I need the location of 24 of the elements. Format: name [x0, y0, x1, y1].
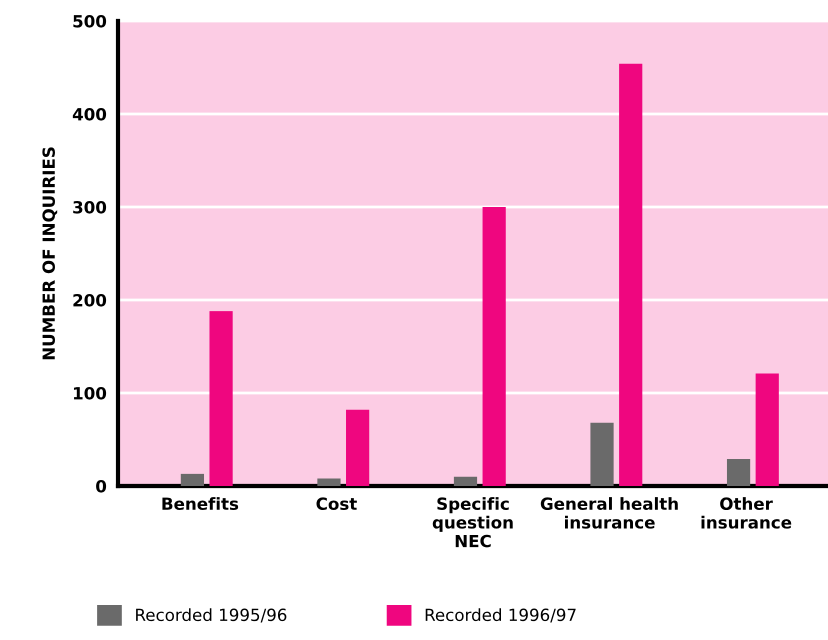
y-axis-title: NUMBER OF INQUIRIES — [42, 147, 58, 360]
bar — [317, 478, 341, 486]
y-tick-label: 100 — [74, 386, 106, 400]
y-tick-label: 0 — [96, 480, 106, 493]
x-tick-label: Benefits — [162, 497, 238, 510]
y-tick-label: 200 — [73, 294, 106, 307]
x-tick-label: Specific question NEC — [432, 497, 513, 548]
bar — [454, 476, 478, 486]
bar — [346, 410, 370, 486]
bar — [726, 459, 750, 486]
y-tick-label: 400 — [72, 108, 106, 121]
bar — [209, 311, 233, 486]
legend-label: Recorded 1996/97 — [426, 608, 576, 622]
x-tick-label: General health insurance — [540, 497, 678, 529]
bar — [482, 207, 506, 486]
legend-label: Recorded 1995/96 — [136, 608, 286, 622]
bar — [619, 64, 642, 486]
bar — [756, 373, 779, 486]
y-tick-label: 500 — [73, 14, 106, 28]
x-tick-label: Other insurance — [702, 497, 792, 529]
x-tick-label: Cost — [316, 497, 357, 510]
bar — [590, 422, 614, 486]
y-tick-label: 300 — [73, 200, 106, 214]
bar — [180, 474, 204, 486]
